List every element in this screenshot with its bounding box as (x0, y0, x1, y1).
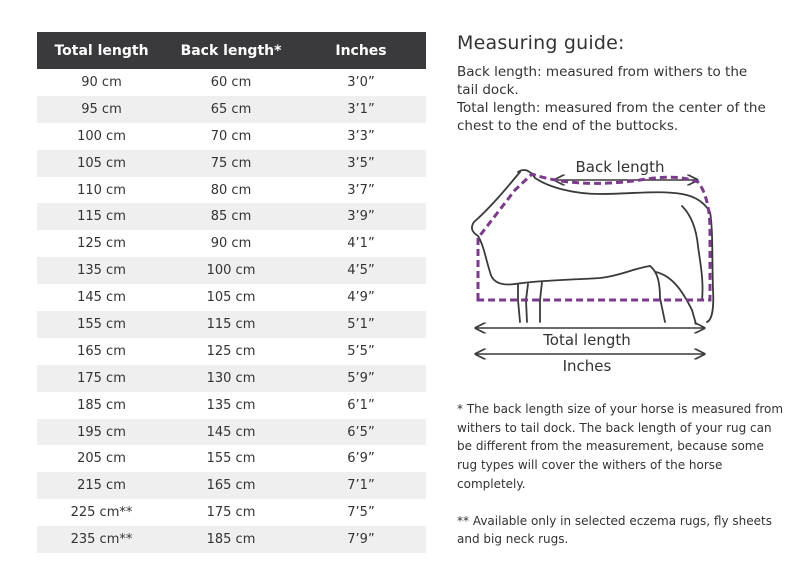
horse-measurement-diagram: Back length Total length Inches (471, 158, 715, 375)
header-total-length: Total length (37, 32, 166, 69)
header-back-length: Back length* (166, 32, 296, 69)
back-length-cell: 185 cm (166, 526, 296, 554)
inches-cell: 6’9” (296, 445, 426, 473)
total-length-cell: 155 cm (37, 311, 166, 338)
back-length-cell: 65 cm (166, 95, 296, 123)
total-length-cell: 195 cm (37, 418, 166, 446)
footnotes: * The back length size of your horse is … (457, 400, 787, 567)
back-length-cell: 100 cm (166, 257, 296, 285)
inches-cell: 3’1” (296, 95, 426, 123)
back-length-cell: 60 cm (166, 69, 296, 96)
total-length-cell: 110 cm (37, 176, 166, 204)
total-length-cell: 135 cm (37, 257, 166, 285)
table-row: 165 cm 125 cm 5’5” (37, 337, 426, 365)
back-length-cell: 125 cm (166, 337, 296, 365)
table-row: 125 cm 90 cm 4’1” (37, 230, 426, 258)
table-row: 235 cm** 185 cm 7’9” (37, 526, 426, 554)
availability-note: ** Available only in selected eczema rug… (457, 513, 772, 547)
total-length-cell: 100 cm (37, 122, 166, 150)
table-row: 145 cm 105 cm 4’9” (37, 284, 426, 312)
inches-cell: 5’1” (296, 311, 426, 338)
total-length-definition: Total length: measured from the center o… (457, 100, 766, 134)
table-row: 105 cm 75 cm 3’5” (37, 149, 426, 177)
table-row: 115 cm 85 cm 3’9” (37, 203, 426, 231)
inches-cell: 3’3” (296, 122, 426, 150)
inches-cell: 7’5” (296, 499, 426, 527)
inches-cell: 4’1” (296, 230, 426, 258)
back-length-cell: 165 cm (166, 472, 296, 500)
inches-cell: 4’5” (296, 257, 426, 285)
total-length-label: Total length (542, 331, 631, 349)
table-row: 195 cm 145 cm 6’5” (37, 418, 426, 446)
back-length-cell: 105 cm (166, 284, 296, 312)
back-length-label: Back length (576, 158, 665, 176)
inches-cell: 7’1” (296, 472, 426, 500)
total-length-cell: 95 cm (37, 95, 166, 123)
back-length-cell: 115 cm (166, 311, 296, 338)
table-row: 215 cm 165 cm 7’1” (37, 472, 426, 500)
header-inches: Inches (296, 32, 426, 69)
table-row: 205 cm 155 cm 6’9” (37, 445, 426, 473)
total-length-cell: 225 cm** (37, 499, 166, 527)
total-length-cell: 145 cm (37, 284, 166, 312)
inches-cell: 3’5” (296, 149, 426, 177)
back-length-cell: 75 cm (166, 149, 296, 177)
inches-cell: 4’9” (296, 284, 426, 312)
back-length-cell: 90 cm (166, 230, 296, 258)
inches-cell: 6’5” (296, 418, 426, 446)
inches-cell: 6’1” (296, 391, 426, 419)
back-length-note: * The back length size of your horse is … (457, 402, 784, 491)
back-length-cell: 80 cm (166, 176, 296, 204)
total-length-cell: 185 cm (37, 391, 166, 419)
inches-cell: 5’5” (296, 337, 426, 365)
table-row: 90 cm 60 cm 3’0” (37, 69, 426, 96)
inches-cell: 3’7” (296, 176, 426, 204)
back-length-cell: 155 cm (166, 445, 296, 473)
table-row: 135 cm 100 cm 4’5” (37, 257, 426, 285)
table-row: 185 cm 135 cm 6’1” (37, 391, 426, 419)
inches-label: Inches (563, 357, 612, 375)
table-row: 155 cm 115 cm 5’1” (37, 311, 426, 338)
guide-title: Measuring guide: (457, 32, 625, 54)
table-row: 100 cm 70 cm 3’3” (37, 122, 426, 150)
guide-definitions: Back length: measured from withers to th… (457, 63, 767, 135)
table-row: 110 cm 80 cm 3’7” (37, 176, 426, 204)
total-length-cell: 205 cm (37, 445, 166, 473)
back-length-cell: 130 cm (166, 364, 296, 392)
inches-cell: 5’9” (296, 364, 426, 392)
table-body: 90 cm 60 cm 3’0” 95 cm 65 cm 3’1” 100 cm 70 cm 3… (37, 69, 426, 554)
table-header-row: Total length Back length* Inches (37, 32, 426, 69)
table-row: 175 cm 130 cm 5’9” (37, 364, 426, 392)
total-length-cell: 175 cm (37, 364, 166, 392)
total-length-cell: 165 cm (37, 337, 166, 365)
back-length-cell: 175 cm (166, 499, 296, 527)
total-length-cell: 105 cm (37, 149, 166, 177)
inches-cell: 3’0” (296, 69, 426, 96)
total-length-cell: 235 cm** (37, 526, 166, 554)
total-length-cell: 125 cm (37, 230, 166, 258)
back-length-cell: 145 cm (166, 418, 296, 446)
back-length-definition: Back length: measured from withers to th… (457, 64, 748, 98)
size-table: Total length Back length* Inches 90 cm 60… (37, 32, 426, 554)
back-length-cell: 135 cm (166, 391, 296, 419)
total-length-cell: 115 cm (37, 203, 166, 231)
inches-cell: 3’9” (296, 203, 426, 231)
table-row: 225 cm** 175 cm 7’5” (37, 499, 426, 527)
total-length-cell: 90 cm (37, 69, 166, 96)
rug-outline (476, 172, 712, 302)
inches-cell: 7’9” (296, 526, 426, 554)
total-length-cell: 215 cm (37, 472, 166, 500)
back-length-cell: 85 cm (166, 203, 296, 231)
table-row: 95 cm 65 cm 3’1” (37, 95, 426, 123)
back-length-cell: 70 cm (166, 122, 296, 150)
